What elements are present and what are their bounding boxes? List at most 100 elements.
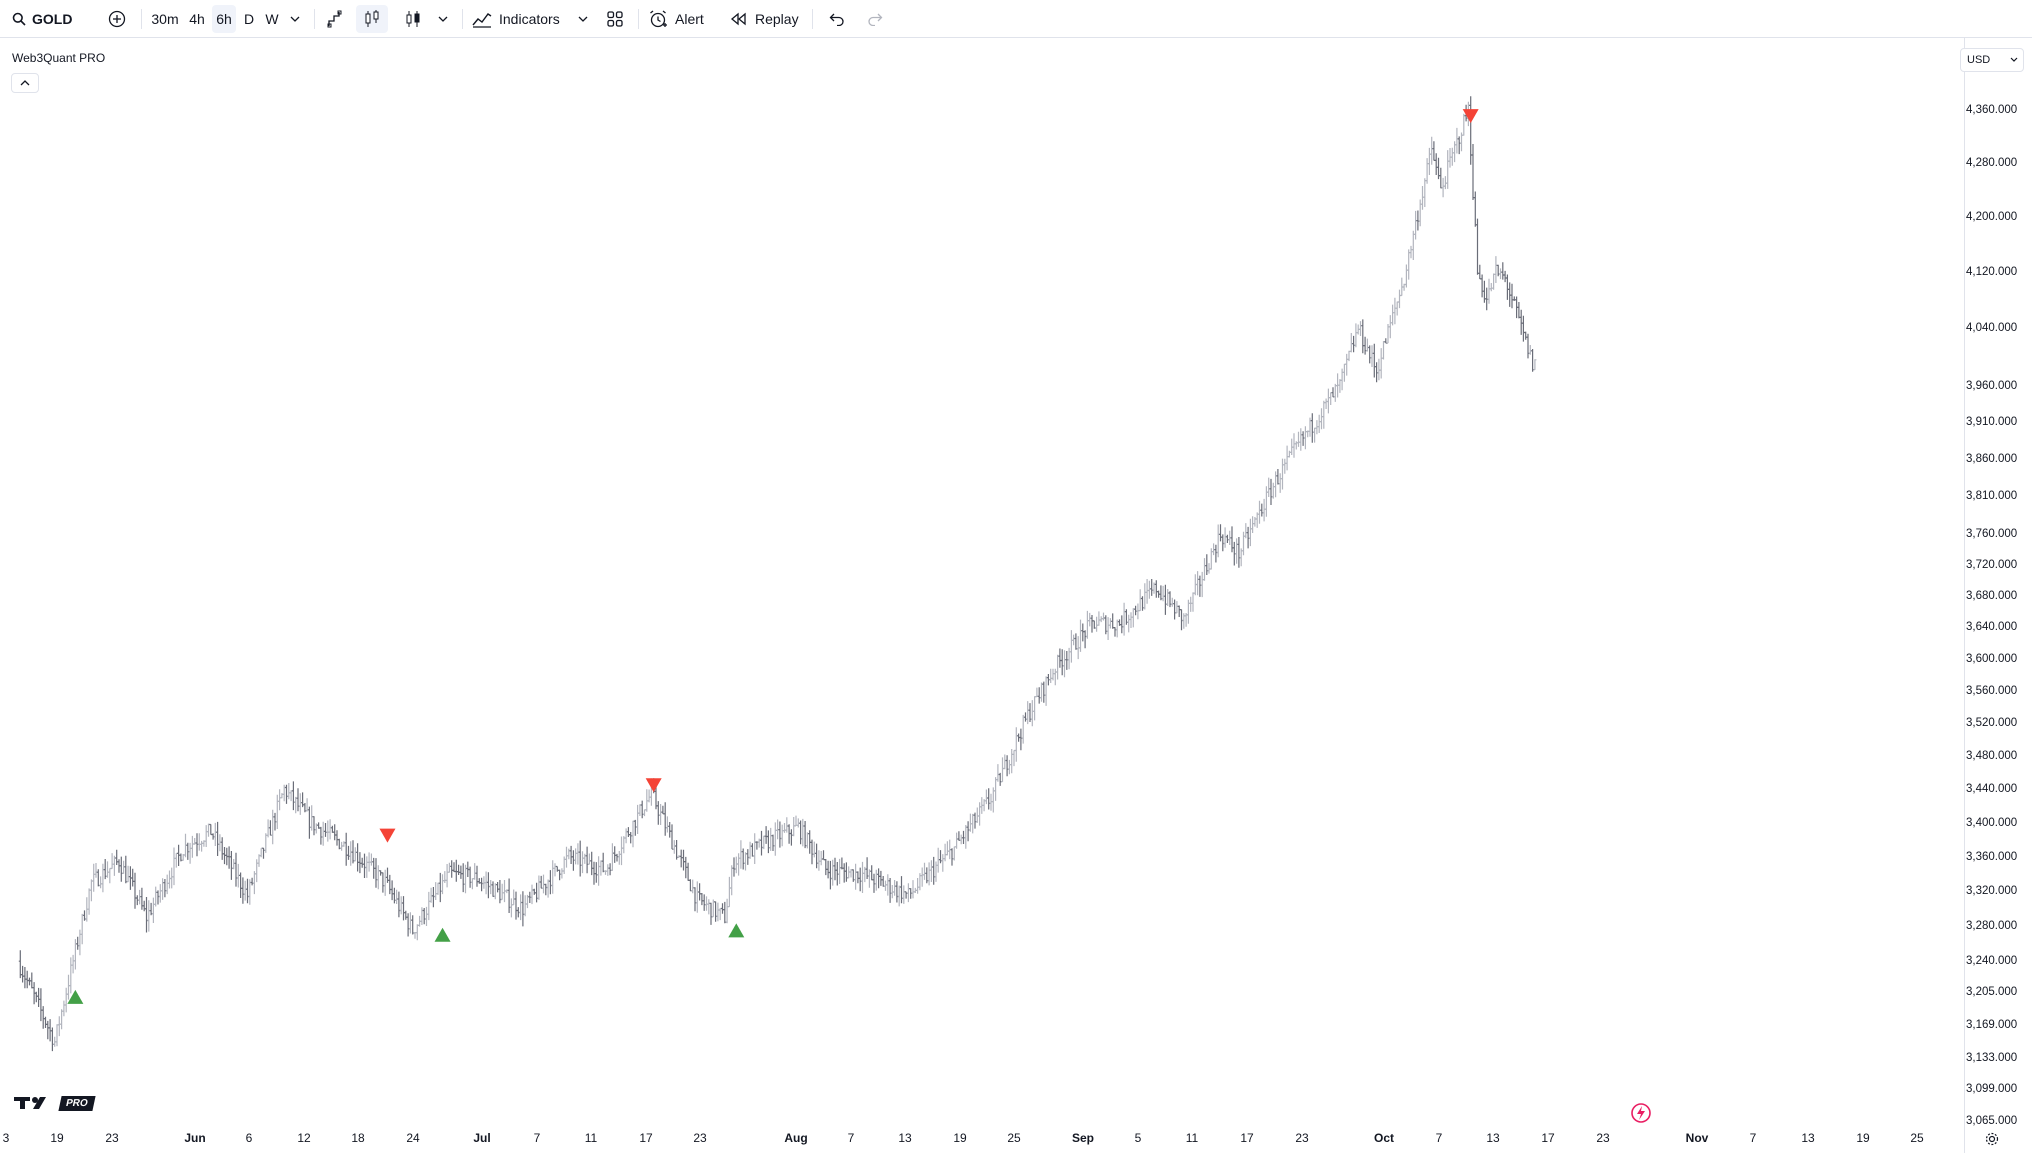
ohlc-bar xyxy=(1473,191,1477,227)
collapse-legend-button[interactable] xyxy=(11,73,39,93)
price-tick-label: 3,600.000 xyxy=(1966,652,2018,665)
price-tick-label: 3,169.000 xyxy=(1966,1018,2018,1031)
ohlc-bar xyxy=(493,883,497,900)
price-axis[interactable] xyxy=(1964,38,2032,1153)
ohlc-bar xyxy=(773,822,777,856)
ohlc-bar xyxy=(1510,283,1514,309)
alert-label: Alert xyxy=(675,11,704,27)
ohlc-bar xyxy=(1434,153,1438,175)
ohlc-bar xyxy=(342,841,346,847)
ohlc-bar xyxy=(165,874,169,895)
ohlc-bar xyxy=(1297,431,1300,447)
candles-style-button[interactable] xyxy=(356,5,388,33)
time-tick-label: 18 xyxy=(351,1131,365,1145)
ohlc-bar xyxy=(1219,524,1222,542)
ohlc-bar xyxy=(1395,301,1399,316)
ohlc-bar xyxy=(569,845,573,864)
ohlc-bar xyxy=(1003,754,1007,770)
ohlc-bar xyxy=(1033,696,1037,721)
ohlc-bar xyxy=(454,859,458,882)
ohlc-bar xyxy=(470,878,474,890)
redo-button[interactable] xyxy=(862,5,888,33)
ohlc-bar xyxy=(750,843,754,857)
interval-4h[interactable]: 4h xyxy=(189,11,205,27)
ohlc-bar xyxy=(702,894,706,911)
ohlc-bar xyxy=(578,840,582,877)
ohlc-bar xyxy=(1147,580,1151,599)
ohlc-bar xyxy=(151,897,155,923)
currency-selector[interactable]: USD xyxy=(1960,48,2024,72)
price-tick-label: 3,560.000 xyxy=(1966,685,2018,698)
ohlc-bar xyxy=(794,815,798,827)
ohlc-bar xyxy=(594,862,598,883)
ohlc-bar xyxy=(640,800,644,819)
ohlc-bar xyxy=(978,802,982,826)
hollow-candles-button[interactable] xyxy=(400,5,426,33)
ohlc-bar xyxy=(259,847,263,858)
indicators-button[interactable]: Indicators xyxy=(472,5,568,33)
symbol-search[interactable]: GOLD xyxy=(8,5,78,33)
chart-settings-button[interactable] xyxy=(1985,1132,1999,1146)
chart-pane[interactable] xyxy=(0,38,1964,1153)
ohlc-bar xyxy=(551,860,555,894)
ohlc-bar xyxy=(1531,349,1535,372)
ohlc-bar xyxy=(445,864,449,888)
interval-w[interactable]: W xyxy=(265,11,279,27)
ohlc-bar xyxy=(1001,757,1004,783)
ohlc-bar xyxy=(1292,433,1296,458)
ohlc-bar xyxy=(567,848,571,860)
ohlc-bar xyxy=(1430,136,1434,165)
ohlc-bar xyxy=(815,843,819,869)
ohlc-bar xyxy=(1145,579,1149,604)
undo-button[interactable] xyxy=(824,5,850,33)
ohlc-bar xyxy=(780,824,784,847)
ohlc-bar xyxy=(213,822,217,846)
ohlc-bar xyxy=(971,813,975,834)
ohlc-bar xyxy=(828,860,832,890)
chart-type-dropdown[interactable] xyxy=(434,5,452,33)
ohlc-bar xyxy=(1237,537,1241,568)
ohlc-bar xyxy=(716,902,720,922)
ohlc-bar xyxy=(698,883,702,901)
ohlc-bar xyxy=(333,824,337,841)
ohlc-bar xyxy=(1372,343,1376,378)
indicators-dropdown[interactable] xyxy=(574,5,592,33)
time-tick-label: 23 xyxy=(105,1131,119,1145)
ohlc-bar xyxy=(1365,338,1369,352)
ohlc-bar xyxy=(337,838,341,850)
ohlc-bar xyxy=(1528,345,1532,355)
replay-button[interactable]: Replay xyxy=(730,5,802,33)
layouts-button[interactable] xyxy=(602,5,628,33)
ohlc-bar xyxy=(1384,338,1388,344)
sell-signal-marker xyxy=(379,828,396,843)
ohlc-bar xyxy=(624,828,628,844)
ohlc-bar xyxy=(246,878,249,904)
ohlc-bar xyxy=(1503,270,1507,283)
ohlc-bar xyxy=(459,865,463,879)
ohlc-bar xyxy=(723,901,727,924)
ohlc-bar xyxy=(636,804,640,834)
interval-d[interactable]: D xyxy=(243,11,255,27)
ohlc-bar xyxy=(884,880,887,891)
ohlc-bar xyxy=(461,863,465,893)
ohlc-bar xyxy=(1427,147,1431,175)
ohlc-bar xyxy=(842,863,846,883)
lightning-icon[interactable] xyxy=(1630,1102,1652,1124)
ohlc-bar xyxy=(1382,341,1385,360)
alert-button[interactable]: Alert xyxy=(648,5,712,33)
interval-6h[interactable]: 6h xyxy=(212,5,236,33)
ohlc-bar xyxy=(1081,623,1085,642)
ohlc-bar xyxy=(500,883,504,901)
ohlc-bar xyxy=(347,845,350,860)
ohlc-bar xyxy=(1526,333,1530,359)
ohlc-bar xyxy=(783,823,786,833)
interval-dropdown[interactable] xyxy=(286,5,304,33)
ohlc-bar xyxy=(1393,297,1397,325)
interval-30m[interactable]: 30m xyxy=(151,11,179,27)
ohlc-bar xyxy=(1074,633,1078,650)
time-tick-label: 5 xyxy=(1134,1131,1142,1145)
price-chart[interactable] xyxy=(0,38,1964,1153)
bar-style-button[interactable] xyxy=(322,5,350,33)
ohlc-bar xyxy=(1450,147,1454,166)
compare-symbol-button[interactable] xyxy=(104,5,130,33)
